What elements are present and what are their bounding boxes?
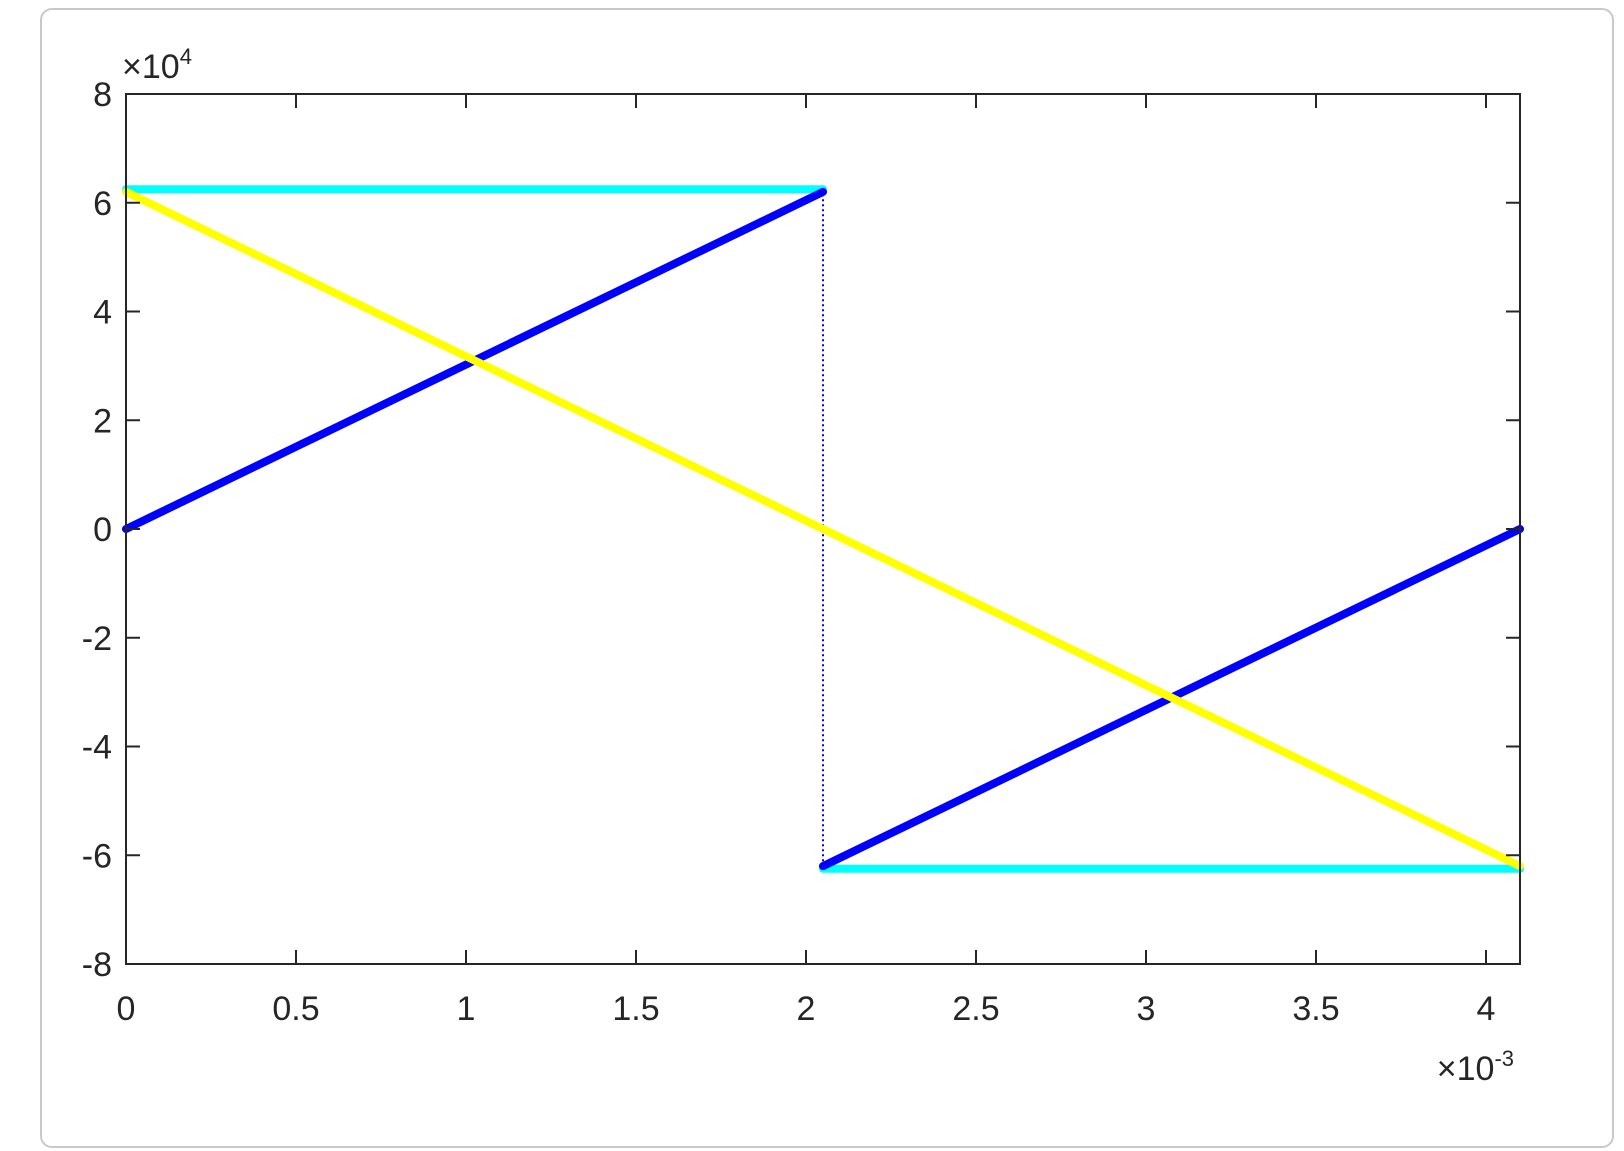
x-tick-label: 3.5 — [1292, 990, 1339, 1028]
series-line-6 — [122, 187, 1524, 871]
y-tick-label: 2 — [93, 402, 112, 440]
x-tick-label: 3 — [1137, 990, 1156, 1028]
x-tick-label: 0.5 — [272, 990, 319, 1028]
x-tick-label: 1 — [457, 990, 476, 1028]
axes-layer — [125, 93, 1521, 965]
y-tick-label: -8 — [82, 946, 112, 984]
x-axis-exponent: ×10-3 — [1437, 1046, 1514, 1088]
y-tick-label: -2 — [82, 620, 112, 658]
y-tick-label: -4 — [82, 729, 112, 767]
y-tick-label: 6 — [93, 185, 112, 223]
x-tick-label: 0 — [117, 990, 136, 1028]
plot-area-background — [75, 45, 1570, 1080]
x-tick-label: 4 — [1477, 990, 1496, 1028]
x-tick-label: 1.5 — [612, 990, 659, 1028]
y-tick-label: -6 — [82, 837, 112, 875]
x-tick-label: 2.5 — [952, 990, 999, 1028]
labels-layer: 0 0.5 1 1.5 2 2.5 3 3.5 4 -8 -6 -4 -2 0 2 4 6 8 ×104 ×10-3 — [82, 44, 1514, 1088]
y-tick-label: 0 — [93, 511, 112, 549]
series-layer — [122, 185, 1524, 873]
y-axis-exponent: ×104 — [122, 44, 192, 86]
y-tick-label: 8 — [93, 76, 112, 114]
y-tick-label: 4 — [93, 294, 112, 332]
x-tick-label: 2 — [797, 990, 816, 1028]
